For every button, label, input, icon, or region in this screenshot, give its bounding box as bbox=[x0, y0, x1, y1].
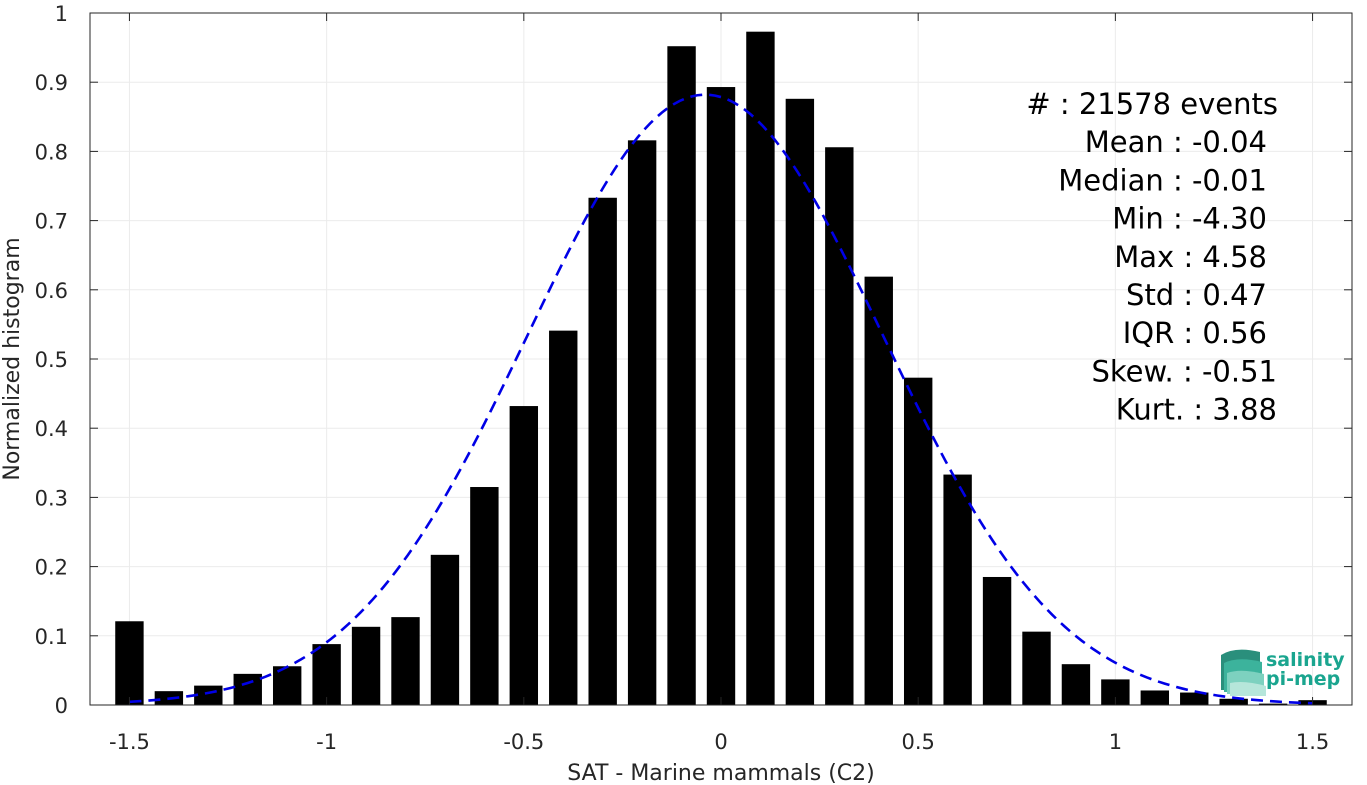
histogram-bar-12 bbox=[588, 197, 617, 705]
x-axis-label: SAT - Marine mammals (C2) bbox=[567, 761, 875, 785]
histogram-bar-21 bbox=[943, 474, 972, 705]
histogram-bar-0 bbox=[115, 621, 144, 705]
stat-line-1: Mean : -0.04 bbox=[1085, 125, 1267, 159]
histogram-bar-18 bbox=[825, 147, 854, 706]
histogram-bar-14 bbox=[667, 46, 696, 705]
y-tick-label-7: 0.7 bbox=[35, 210, 68, 234]
y-tick-label-10: 1 bbox=[55, 2, 68, 26]
y-tick-label-8: 0.8 bbox=[35, 140, 68, 164]
histogram-bar-3 bbox=[233, 673, 262, 705]
stat-line-4: Max : 4.58 bbox=[1114, 240, 1267, 274]
histogram-bars bbox=[115, 31, 1327, 706]
y-tick-label-1: 0.1 bbox=[35, 625, 68, 649]
histogram-bar-5 bbox=[312, 644, 341, 705]
y-axis-ticks: 0 0.1 0.2 0.3 0.4 0.5 0.6 0.7 0.8 0.9 1 bbox=[35, 2, 1352, 718]
histogram-bar-11 bbox=[549, 330, 578, 705]
histogram-bar-29 bbox=[1258, 703, 1288, 705]
logo-text-pimep: pi-mep bbox=[1266, 668, 1340, 690]
x-tick-label-2: -0.5 bbox=[503, 730, 544, 754]
histogram-bar-19 bbox=[864, 276, 893, 705]
logo-text-salinity: salinity bbox=[1266, 649, 1345, 671]
histogram-bar-16 bbox=[746, 31, 775, 705]
histogram-bar-23 bbox=[1022, 631, 1051, 705]
histogram-bar-27 bbox=[1180, 692, 1209, 705]
stat-line-2: Median : -0.01 bbox=[1058, 163, 1267, 197]
histogram-bar-6 bbox=[351, 626, 381, 705]
y-tick-label-5: 0.5 bbox=[35, 348, 68, 372]
histogram-bar-22 bbox=[982, 576, 1012, 705]
y-tick-label-4: 0.4 bbox=[35, 417, 68, 441]
histogram-bar-8 bbox=[430, 554, 460, 705]
y-tick-label-2: 0.2 bbox=[35, 556, 68, 580]
histogram-bar-24 bbox=[1061, 664, 1091, 705]
stat-line-5: Std : 0.47 bbox=[1126, 278, 1267, 312]
x-tick-label-0: -1.5 bbox=[109, 730, 150, 754]
x-tick-label-5: 1 bbox=[1109, 730, 1122, 754]
stat-line-3: Min : -4.30 bbox=[1112, 202, 1267, 236]
histogram-bar-7 bbox=[391, 617, 420, 705]
salinity-pimep-logo: salinity pi-mep bbox=[1221, 649, 1345, 696]
normal-fit-curve bbox=[129, 93, 1313, 705]
histogram-bar-2 bbox=[194, 685, 223, 705]
histogram-bar-15 bbox=[706, 87, 736, 705]
y-tick-label-9: 0.9 bbox=[35, 71, 68, 95]
x-axis-ticks: -1.5 -1 -0.5 0 0.5 1 1.5 bbox=[109, 13, 1329, 754]
x-tick-label-3: 0 bbox=[714, 730, 727, 754]
wave-logo-icon bbox=[1221, 649, 1266, 696]
stat-line-0: # : 21578 events bbox=[1026, 87, 1278, 121]
histogram-bar-17 bbox=[785, 98, 815, 706]
x-tick-label-6: 1.5 bbox=[1296, 730, 1329, 754]
stat-line-6: IQR : 0.56 bbox=[1123, 316, 1267, 350]
histogram-bar-20 bbox=[903, 377, 933, 705]
stats-box: # : 21578 events Mean : -0.04 Median : -0.… bbox=[1026, 87, 1278, 427]
y-tick-label-3: 0.3 bbox=[35, 486, 68, 510]
histogram-bar-4 bbox=[272, 666, 302, 705]
y-tick-label-0: 0 bbox=[55, 694, 68, 718]
y-axis-label: Normalized histogram bbox=[0, 237, 25, 480]
x-tick-label-1: -1 bbox=[316, 730, 337, 754]
histogram-bar-10 bbox=[509, 406, 539, 705]
histogram-bar-28 bbox=[1219, 698, 1248, 705]
stat-line-7: Skew. : -0.51 bbox=[1091, 354, 1277, 388]
histogram-bar-9 bbox=[470, 487, 499, 705]
stat-line-8: Kurt. : 3.88 bbox=[1116, 393, 1277, 427]
x-tick-label-4: 0.5 bbox=[901, 730, 934, 754]
histogram-bar-13 bbox=[627, 140, 657, 705]
y-tick-label-6: 0.6 bbox=[35, 279, 68, 303]
histogram-bar-26 bbox=[1140, 690, 1170, 705]
